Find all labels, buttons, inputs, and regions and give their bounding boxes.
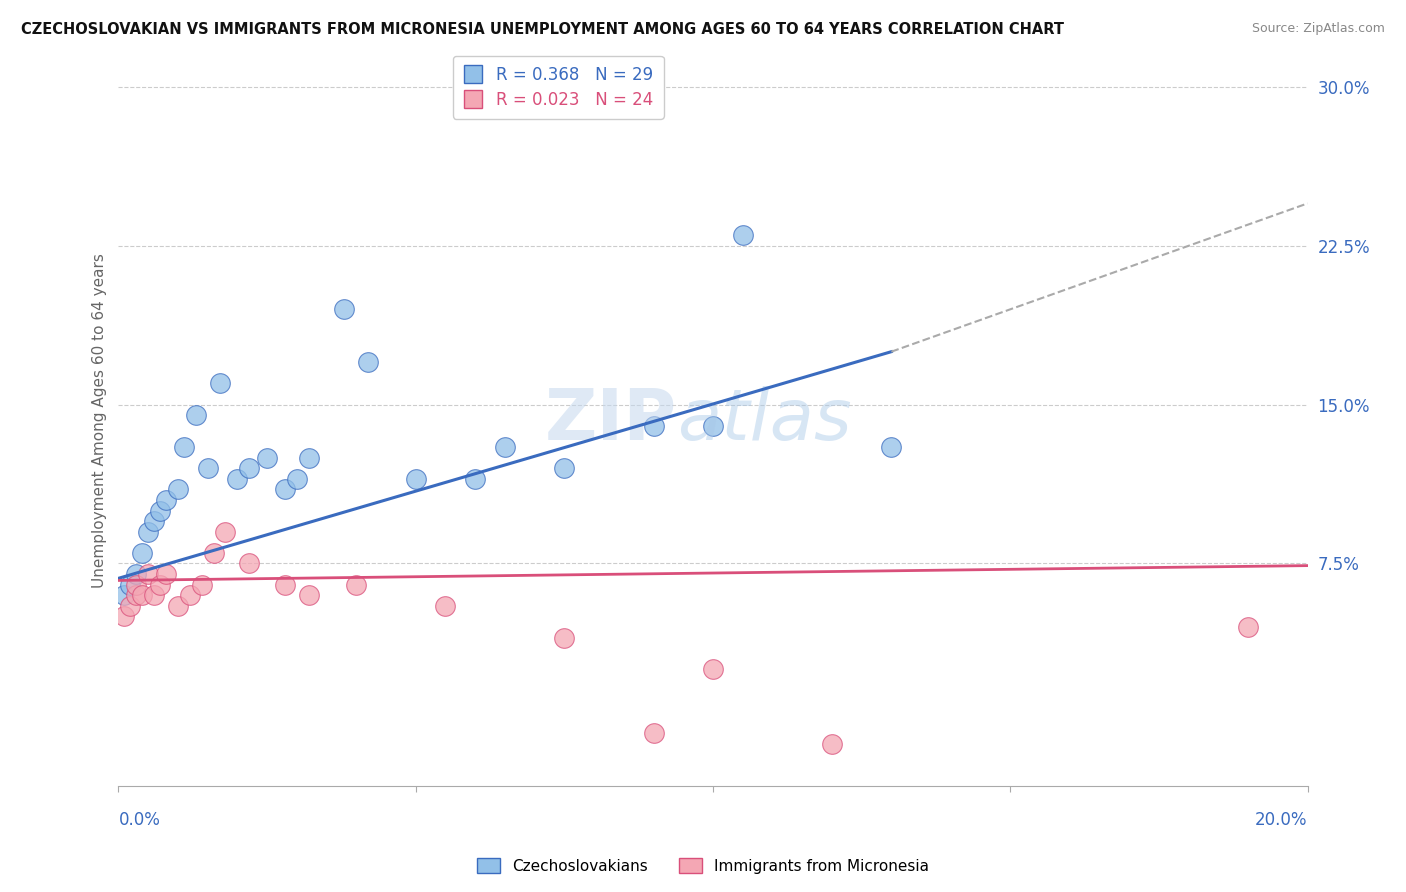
Point: [131, 588, 153, 602]
Legend: R = 0.368   N = 29, R = 0.023   N = 24: R = 0.368 N = 29, R = 0.023 N = 24: [453, 56, 664, 119]
Point: [184, 408, 207, 422]
Point: [112, 609, 135, 624]
Point: [190, 577, 212, 591]
Point: [136, 567, 159, 582]
Point: [120, 577, 142, 591]
Point: [731, 228, 754, 243]
Point: [702, 418, 724, 433]
Text: CZECHOSLOVAKIAN VS IMMIGRANTS FROM MICRONESIA UNEMPLOYMENT AMONG AGES 60 TO 64 Y: CZECHOSLOVAKIAN VS IMMIGRANTS FROM MICRO…: [21, 22, 1064, 37]
Point: [298, 588, 321, 602]
Point: [298, 450, 321, 465]
Point: [274, 483, 297, 497]
Point: [143, 588, 166, 602]
Point: [125, 577, 148, 591]
Point: [405, 472, 427, 486]
Point: [155, 492, 177, 507]
Text: Source: ZipAtlas.com: Source: ZipAtlas.com: [1251, 22, 1385, 36]
Point: [197, 461, 219, 475]
Legend: Czechoslovakians, Immigrants from Micronesia: Czechoslovakians, Immigrants from Micron…: [471, 852, 935, 880]
Point: [643, 418, 665, 433]
Point: [179, 588, 201, 602]
Y-axis label: Unemployment Among Ages 60 to 64 years: Unemployment Among Ages 60 to 64 years: [93, 253, 107, 588]
Point: [434, 599, 457, 613]
Point: [256, 450, 278, 465]
Point: [214, 524, 236, 539]
Point: [643, 726, 665, 740]
Point: [125, 588, 148, 602]
Point: [464, 472, 486, 486]
Point: [238, 557, 260, 571]
Point: [112, 588, 135, 602]
Point: [143, 514, 166, 528]
Point: [167, 599, 190, 613]
Point: [821, 737, 844, 751]
Point: [226, 472, 249, 486]
Point: [136, 524, 159, 539]
Text: 0.0%: 0.0%: [118, 812, 160, 830]
Point: [344, 577, 367, 591]
Point: [202, 546, 225, 560]
Point: [357, 355, 380, 369]
Point: [494, 440, 516, 454]
Point: [553, 631, 575, 645]
Point: [167, 483, 190, 497]
Text: atlas: atlas: [678, 386, 852, 455]
Point: [125, 567, 148, 582]
Point: [553, 461, 575, 475]
Point: [155, 567, 177, 582]
Point: [131, 546, 153, 560]
Text: ZIP: ZIP: [546, 386, 678, 455]
Point: [285, 472, 308, 486]
Point: [702, 662, 724, 676]
Point: [880, 440, 903, 454]
Point: [149, 577, 172, 591]
Point: [120, 599, 142, 613]
Point: [333, 302, 356, 317]
Point: [238, 461, 260, 475]
Point: [208, 376, 231, 391]
Text: 20.0%: 20.0%: [1256, 812, 1308, 830]
Point: [274, 577, 297, 591]
Point: [1237, 620, 1260, 634]
Point: [149, 503, 172, 517]
Point: [173, 440, 195, 454]
